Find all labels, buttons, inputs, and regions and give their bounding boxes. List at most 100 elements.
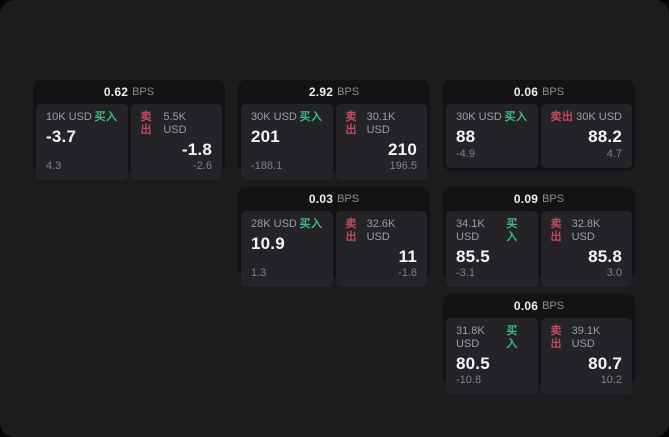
buy-price: -3.7 xyxy=(46,127,77,146)
bps-value: 0.06 xyxy=(513,85,539,99)
sell-panel-header: 卖出 32.8K USD xyxy=(551,218,623,244)
sell-size: 30K USD xyxy=(576,111,622,123)
sell-price: -1.8 xyxy=(181,140,212,159)
spread-cards-grid: 0.62 BPS 10K USD 买入 -3.7 4.3 卖出 5.5K USD… xyxy=(33,80,635,394)
card-header: 0.03 BPS xyxy=(238,187,430,211)
buy-price: 80.5 xyxy=(456,354,490,373)
sell-delta: 196.5 xyxy=(389,160,417,172)
card-header: 0.62 BPS xyxy=(33,80,225,104)
spread-card: 0.62 BPS 10K USD 买入 -3.7 4.3 卖出 5.5K USD… xyxy=(33,80,225,180)
sell-panel-header: 卖出 5.5K USD xyxy=(141,111,213,137)
quote-panels: 10K USD 买入 -3.7 4.3 卖出 5.5K USD -1.8 -2.… xyxy=(33,104,225,183)
buy-size: 30K USD xyxy=(251,111,297,123)
spread-card: 0.06 BPS 30K USD 买入 88 -4.9 卖出 30K USD 8… xyxy=(443,80,635,171)
bps-unit-label: BPS xyxy=(337,86,360,98)
sell-size: 32.6K USD xyxy=(366,218,396,243)
bps-value: 0.03 xyxy=(308,192,334,206)
spread-card: 0.06 BPS 31.8K USD 买入 80.5 -10.8 卖出 39.1… xyxy=(443,294,635,394)
spread-card: 0.03 BPS 28K USD 买入 10.9 1.3 卖出 32.6K US… xyxy=(238,187,430,287)
buy-size: 28K USD xyxy=(251,218,297,230)
sell-price: 88.2 xyxy=(588,127,622,146)
bps-unit-label: BPS xyxy=(542,86,565,98)
bps-value: 0.62 xyxy=(103,85,129,99)
bps-unit-label: BPS xyxy=(337,193,360,205)
sell-delta: 4.7 xyxy=(606,148,622,160)
buy-quote-panel[interactable]: 34.1K USD 买入 85.5 -3.1 xyxy=(446,211,538,287)
spread-card: 0.09 BPS 34.1K USD 买入 85.5 -3.1 卖出 32.8K… xyxy=(443,187,635,287)
buy-side-label: 买入 xyxy=(299,218,323,230)
sell-size: 30.1K USD xyxy=(366,111,396,136)
buy-side-label: 买入 xyxy=(506,325,518,350)
sell-panel-header: 卖出 32.6K USD xyxy=(346,218,418,244)
sell-price: 80.7 xyxy=(588,354,622,373)
buy-delta: 4.3 xyxy=(46,160,62,172)
sell-delta: 10.2 xyxy=(600,374,622,386)
buy-side-label: 买入 xyxy=(94,111,118,123)
buy-size: 30K USD xyxy=(456,111,502,123)
quote-panels: 31.8K USD 买入 80.5 -10.8 卖出 39.1K USD 80.… xyxy=(443,318,635,397)
quote-panels: 28K USD 买入 10.9 1.3 卖出 32.6K USD 11 -1.8 xyxy=(238,211,430,290)
sell-quote-panel[interactable]: 卖出 30K USD 88.2 4.7 xyxy=(540,104,632,168)
sell-panel-header: 卖出 39.1K USD xyxy=(551,325,623,351)
bps-unit-label: BPS xyxy=(542,300,565,312)
buy-size: 31.8K USD xyxy=(456,325,485,350)
quote-panels: 34.1K USD 买入 85.5 -3.1 卖出 32.8K USD 85.8… xyxy=(443,211,635,290)
buy-panel-header: 10K USD 买入 xyxy=(46,111,118,124)
card-header: 0.06 BPS xyxy=(443,80,635,104)
sell-panel-header: 卖出 30K USD xyxy=(551,111,623,124)
spread-card: 2.92 BPS 30K USD 买入 201 -188.1 卖出 30.1K … xyxy=(238,80,430,180)
bps-value: 2.92 xyxy=(308,85,334,99)
buy-panel-header: 34.1K USD 买入 xyxy=(456,218,528,244)
sell-side-label: 卖出 xyxy=(140,111,152,136)
buy-delta: -3.1 xyxy=(456,267,475,279)
buy-size: 10K USD xyxy=(46,111,92,123)
buy-panel-header: 31.8K USD 买入 xyxy=(456,325,528,351)
buy-size: 34.1K USD xyxy=(456,218,485,243)
bps-unit-label: BPS xyxy=(132,86,155,98)
buy-side-label: 买入 xyxy=(504,111,528,123)
bps-unit-label: BPS xyxy=(542,193,565,205)
bps-value: 0.06 xyxy=(513,299,539,313)
sell-side-label: 卖出 xyxy=(345,111,357,136)
sell-delta: -2.6 xyxy=(193,160,212,172)
bps-value: 0.09 xyxy=(513,192,539,206)
sell-quote-panel[interactable]: 卖出 32.8K USD 85.8 3.0 xyxy=(540,211,632,287)
quote-panels: 30K USD 买入 88 -4.9 卖出 30K USD 88.2 4.7 xyxy=(443,104,635,171)
sell-size: 5.5K USD xyxy=(163,111,187,136)
sell-quote-panel[interactable]: 卖出 39.1K USD 80.7 10.2 xyxy=(540,318,632,394)
sell-quote-panel[interactable]: 卖出 32.6K USD 11 -1.8 xyxy=(335,211,427,287)
sell-size: 39.1K USD xyxy=(571,325,601,350)
buy-quote-panel[interactable]: 30K USD 买入 88 -4.9 xyxy=(446,104,538,168)
buy-panel-header: 28K USD 买入 xyxy=(251,218,323,231)
sell-size: 32.8K USD xyxy=(571,218,601,243)
card-header: 0.06 BPS xyxy=(443,294,635,318)
buy-delta: -4.9 xyxy=(456,148,475,160)
buy-side-label: 买入 xyxy=(506,218,518,243)
buy-price: 10.9 xyxy=(251,234,285,253)
sell-delta: -1.8 xyxy=(398,267,417,279)
sell-price: 11 xyxy=(398,247,417,266)
quote-panels: 30K USD 买入 201 -188.1 卖出 30.1K USD 210 1… xyxy=(238,104,430,183)
sell-price: 85.8 xyxy=(588,247,622,266)
sell-quote-panel[interactable]: 卖出 5.5K USD -1.8 -2.6 xyxy=(130,104,222,180)
buy-quote-panel[interactable]: 10K USD 买入 -3.7 4.3 xyxy=(36,104,128,180)
sell-side-label: 卖出 xyxy=(550,218,562,243)
buy-side-label: 买入 xyxy=(299,111,323,123)
buy-delta: 1.3 xyxy=(251,267,267,279)
buy-price: 85.5 xyxy=(456,247,490,266)
buy-panel-header: 30K USD 买入 xyxy=(251,111,323,124)
buy-quote-panel[interactable]: 30K USD 买入 201 -188.1 xyxy=(241,104,333,180)
buy-delta: -188.1 xyxy=(251,160,283,172)
buy-price: 88 xyxy=(456,127,476,146)
sell-panel-header: 卖出 30.1K USD xyxy=(346,111,418,137)
card-header: 0.09 BPS xyxy=(443,187,635,211)
buy-quote-panel[interactable]: 31.8K USD 买入 80.5 -10.8 xyxy=(446,318,538,394)
buy-quote-panel[interactable]: 28K USD 买入 10.9 1.3 xyxy=(241,211,333,287)
sell-side-label: 卖出 xyxy=(550,111,574,123)
sell-delta: 3.0 xyxy=(606,267,622,279)
sell-side-label: 卖出 xyxy=(550,325,562,350)
sell-quote-panel[interactable]: 卖出 30.1K USD 210 196.5 xyxy=(335,104,427,180)
card-header: 2.92 BPS xyxy=(238,80,430,104)
